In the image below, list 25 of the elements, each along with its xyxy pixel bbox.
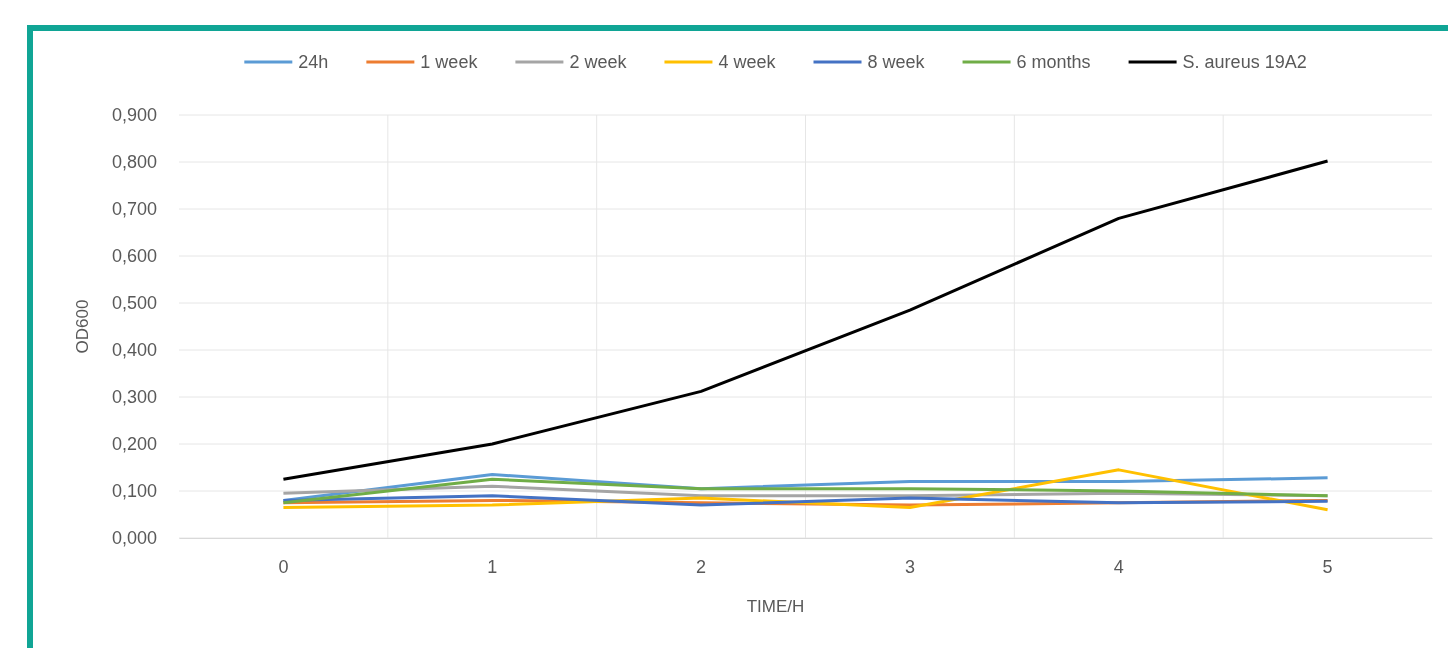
x-tick-label: 4 bbox=[1113, 556, 1124, 577]
legend-label: 6 months bbox=[1016, 52, 1091, 72]
legend-label: S. aureus 19A2 bbox=[1182, 52, 1307, 72]
y-tick-label: 0,700 bbox=[111, 199, 157, 220]
x-tick-label: 2 bbox=[696, 556, 707, 577]
x-tick-label: 5 bbox=[1322, 556, 1333, 577]
legend-label: 2 week bbox=[569, 52, 628, 72]
y-tick-label: 0,900 bbox=[111, 105, 157, 126]
x-axis-title: TIME/H bbox=[746, 597, 805, 616]
legend-label: 4 week bbox=[718, 52, 777, 72]
y-tick-label: 0,100 bbox=[111, 481, 157, 502]
y-tick-label: 0,400 bbox=[111, 340, 157, 361]
y-tick-label: 0,500 bbox=[111, 293, 157, 314]
y-tick-label: 0,600 bbox=[111, 246, 157, 267]
legend-label: 8 week bbox=[867, 52, 926, 72]
y-axis-title: OD600 bbox=[73, 299, 92, 354]
y-tick-label: 0,000 bbox=[111, 528, 157, 549]
y-tick-label: 0,200 bbox=[111, 434, 157, 455]
x-tick-label: 3 bbox=[904, 556, 915, 577]
legend-label: 24h bbox=[298, 52, 329, 72]
x-tick-label: 0 bbox=[278, 556, 289, 577]
x-tick-label: 1 bbox=[487, 556, 498, 577]
y-tick-label: 0,300 bbox=[111, 387, 157, 408]
legend-label: 1 week bbox=[420, 52, 479, 72]
y-tick-label: 0,800 bbox=[111, 152, 157, 173]
